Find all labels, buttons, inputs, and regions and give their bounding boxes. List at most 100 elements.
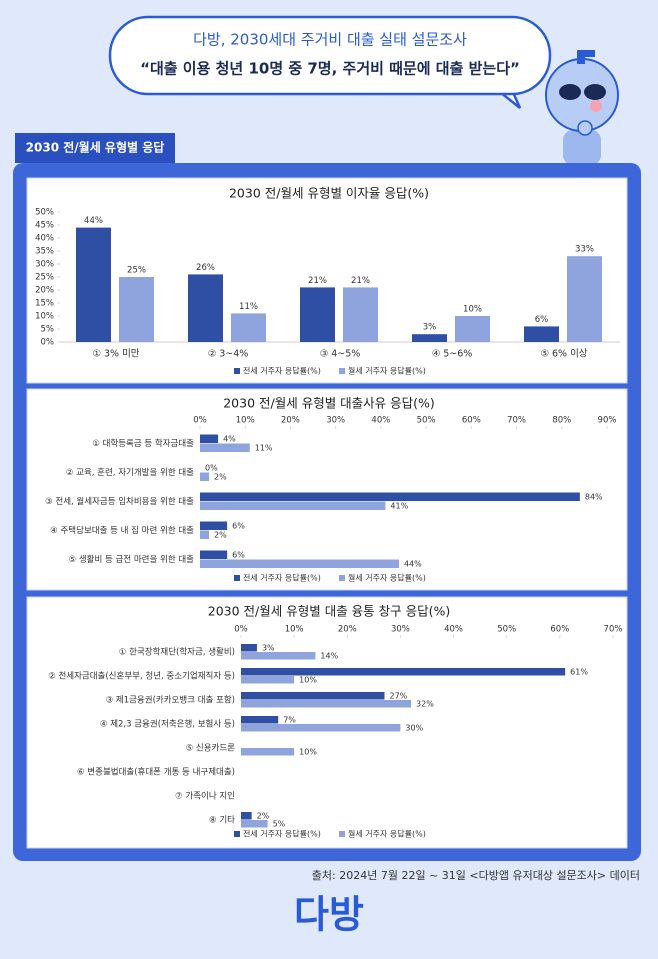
value-label: 27% (389, 692, 407, 701)
value-label: 2% (214, 531, 227, 540)
bar (300, 287, 335, 342)
bar (241, 668, 566, 676)
header-title: “대출 이용 청년 10명 중 7명, 주거비 때문에 대출 받는다” (140, 60, 520, 78)
x-tick-label: 0% (193, 416, 207, 426)
x-tick-label: ② 3~4% (208, 349, 249, 360)
bar (200, 530, 210, 539)
bar (241, 700, 412, 708)
x-tick-label: ④ 5~6% (432, 349, 473, 360)
y-tick-label: ① 한국장학재단(학자금, 생활비) (119, 647, 235, 658)
y-tick-label: 10% (35, 312, 54, 322)
y-tick-label: ① 대학등록금 등 학자금대출 (92, 438, 194, 449)
legend-swatch (234, 368, 240, 374)
bar (524, 326, 559, 342)
y-tick-label: 35% (35, 247, 54, 257)
y-tick-label: ③ 제1금융권(카카오뱅크 대출 포함) (106, 695, 235, 706)
y-tick-label: ② 전세자금대출(신혼부부, 청년, 중소기업재직자 등) (48, 671, 235, 682)
y-tick-label: 30% (35, 260, 54, 270)
y-tick-label: 40% (35, 234, 54, 244)
x-tick-label: 20% (338, 625, 357, 635)
y-tick-label: 5% (41, 325, 55, 335)
value-label: 32% (416, 700, 434, 709)
source: 출처: 2024년 7월 22일 ~ 31일 <다방앱 유저대상 설문조사> 데… (312, 868, 640, 882)
value-label: 6% (232, 522, 245, 531)
y-tick-label: ⑤ 생활비 등 급전 마련을 위한 대출 (69, 554, 195, 565)
x-tick-label: 70% (604, 625, 623, 635)
legend-label: 전세 거주자 응답률(%) (243, 829, 321, 839)
x-tick-label: 30% (391, 625, 410, 635)
value-label: 10% (299, 676, 317, 685)
y-tick-label: ⑤ 신용카드론 (186, 744, 236, 754)
y-tick-label: 0% (41, 338, 55, 348)
bar (200, 521, 228, 530)
chart-title: 2030 전/월세 유형별 대출 융통 창구 응답(%) (208, 604, 451, 619)
legend-label: 월세 거주자 응답률(%) (348, 829, 426, 839)
bar (343, 287, 378, 342)
bar (567, 256, 602, 342)
bar (241, 676, 295, 684)
y-tick-label: ⑥ 변종불법대출(휴대폰 개통 등 내구제대출) (77, 767, 235, 778)
y-tick-label: 25% (35, 273, 54, 283)
value-label: 11% (255, 444, 273, 453)
header-subtitle: 다방, 2030세대 주거비 대출 실태 설문조사 (193, 31, 467, 49)
x-tick-label: 60% (550, 625, 569, 635)
value-label: 5% (273, 820, 286, 829)
bar (241, 724, 401, 732)
legend-swatch (339, 831, 345, 837)
x-tick-label: 60% (462, 416, 481, 426)
legend-swatch (339, 575, 345, 581)
legend-label: 전세 거주자 응답률(%) (243, 573, 321, 583)
legend-swatch (339, 368, 345, 374)
bar (455, 316, 490, 342)
value-label: 10% (299, 748, 317, 757)
legend-swatch (234, 575, 240, 581)
value-label: 3% (423, 323, 437, 333)
bar (241, 748, 295, 756)
value-label: 3% (262, 644, 275, 653)
x-tick-label: 40% (444, 625, 463, 635)
x-tick-label: ① 3% 미만 (92, 349, 139, 360)
value-label: 2% (257, 812, 270, 821)
bar (200, 501, 386, 510)
x-tick-label: ③ 4~5% (320, 349, 361, 360)
y-tick-label: ⑦ 가족이나 지인 (175, 791, 235, 802)
bar (412, 334, 447, 342)
x-tick-label: 70% (507, 416, 526, 426)
value-label: 25% (127, 266, 146, 276)
y-tick-label: 50% (35, 208, 54, 218)
value-label: 21% (351, 276, 370, 286)
legend-label: 월세 거주자 응답률(%) (348, 366, 426, 376)
section-label: 2030 전/월세 유형별 응답 (26, 140, 165, 155)
y-tick-label: 20% (35, 286, 54, 296)
value-label: 26% (196, 263, 215, 273)
value-label: 6% (535, 315, 549, 325)
bar (188, 274, 223, 342)
logo: 다방 (294, 893, 364, 937)
y-tick-label: 45% (35, 221, 54, 231)
chart-title: 2030 전/월세 유형별 이자율 응답(%) (229, 186, 429, 201)
value-label: 7% (283, 716, 296, 725)
bar (241, 716, 279, 724)
value-label: 44% (84, 216, 103, 226)
legend-swatch (234, 831, 240, 837)
x-tick-label: 30% (326, 416, 345, 426)
y-tick-label: ④ 주택담보대출 등 내 집 마련 위한 대출 (50, 525, 194, 536)
x-tick-label: 50% (417, 416, 436, 426)
value-label: 2% (214, 473, 227, 482)
chart-card (26, 596, 628, 849)
x-tick-label: 40% (371, 416, 390, 426)
bar (200, 492, 580, 501)
chart-title: 2030 전/월세 유형별 대출사유 응답(%) (223, 396, 435, 411)
y-tick-label: ④ 제2,3 금융권(저축은행, 보험사 등) (100, 719, 235, 730)
value-label: 44% (404, 560, 422, 569)
bar (200, 434, 219, 443)
bar (231, 313, 266, 342)
x-tick-label: 10% (285, 625, 304, 635)
bar (200, 472, 210, 481)
bar (241, 644, 257, 652)
bar (119, 277, 154, 342)
value-label: 14% (320, 652, 338, 661)
value-label: 10% (463, 305, 482, 315)
x-tick-label: 50% (497, 625, 516, 635)
